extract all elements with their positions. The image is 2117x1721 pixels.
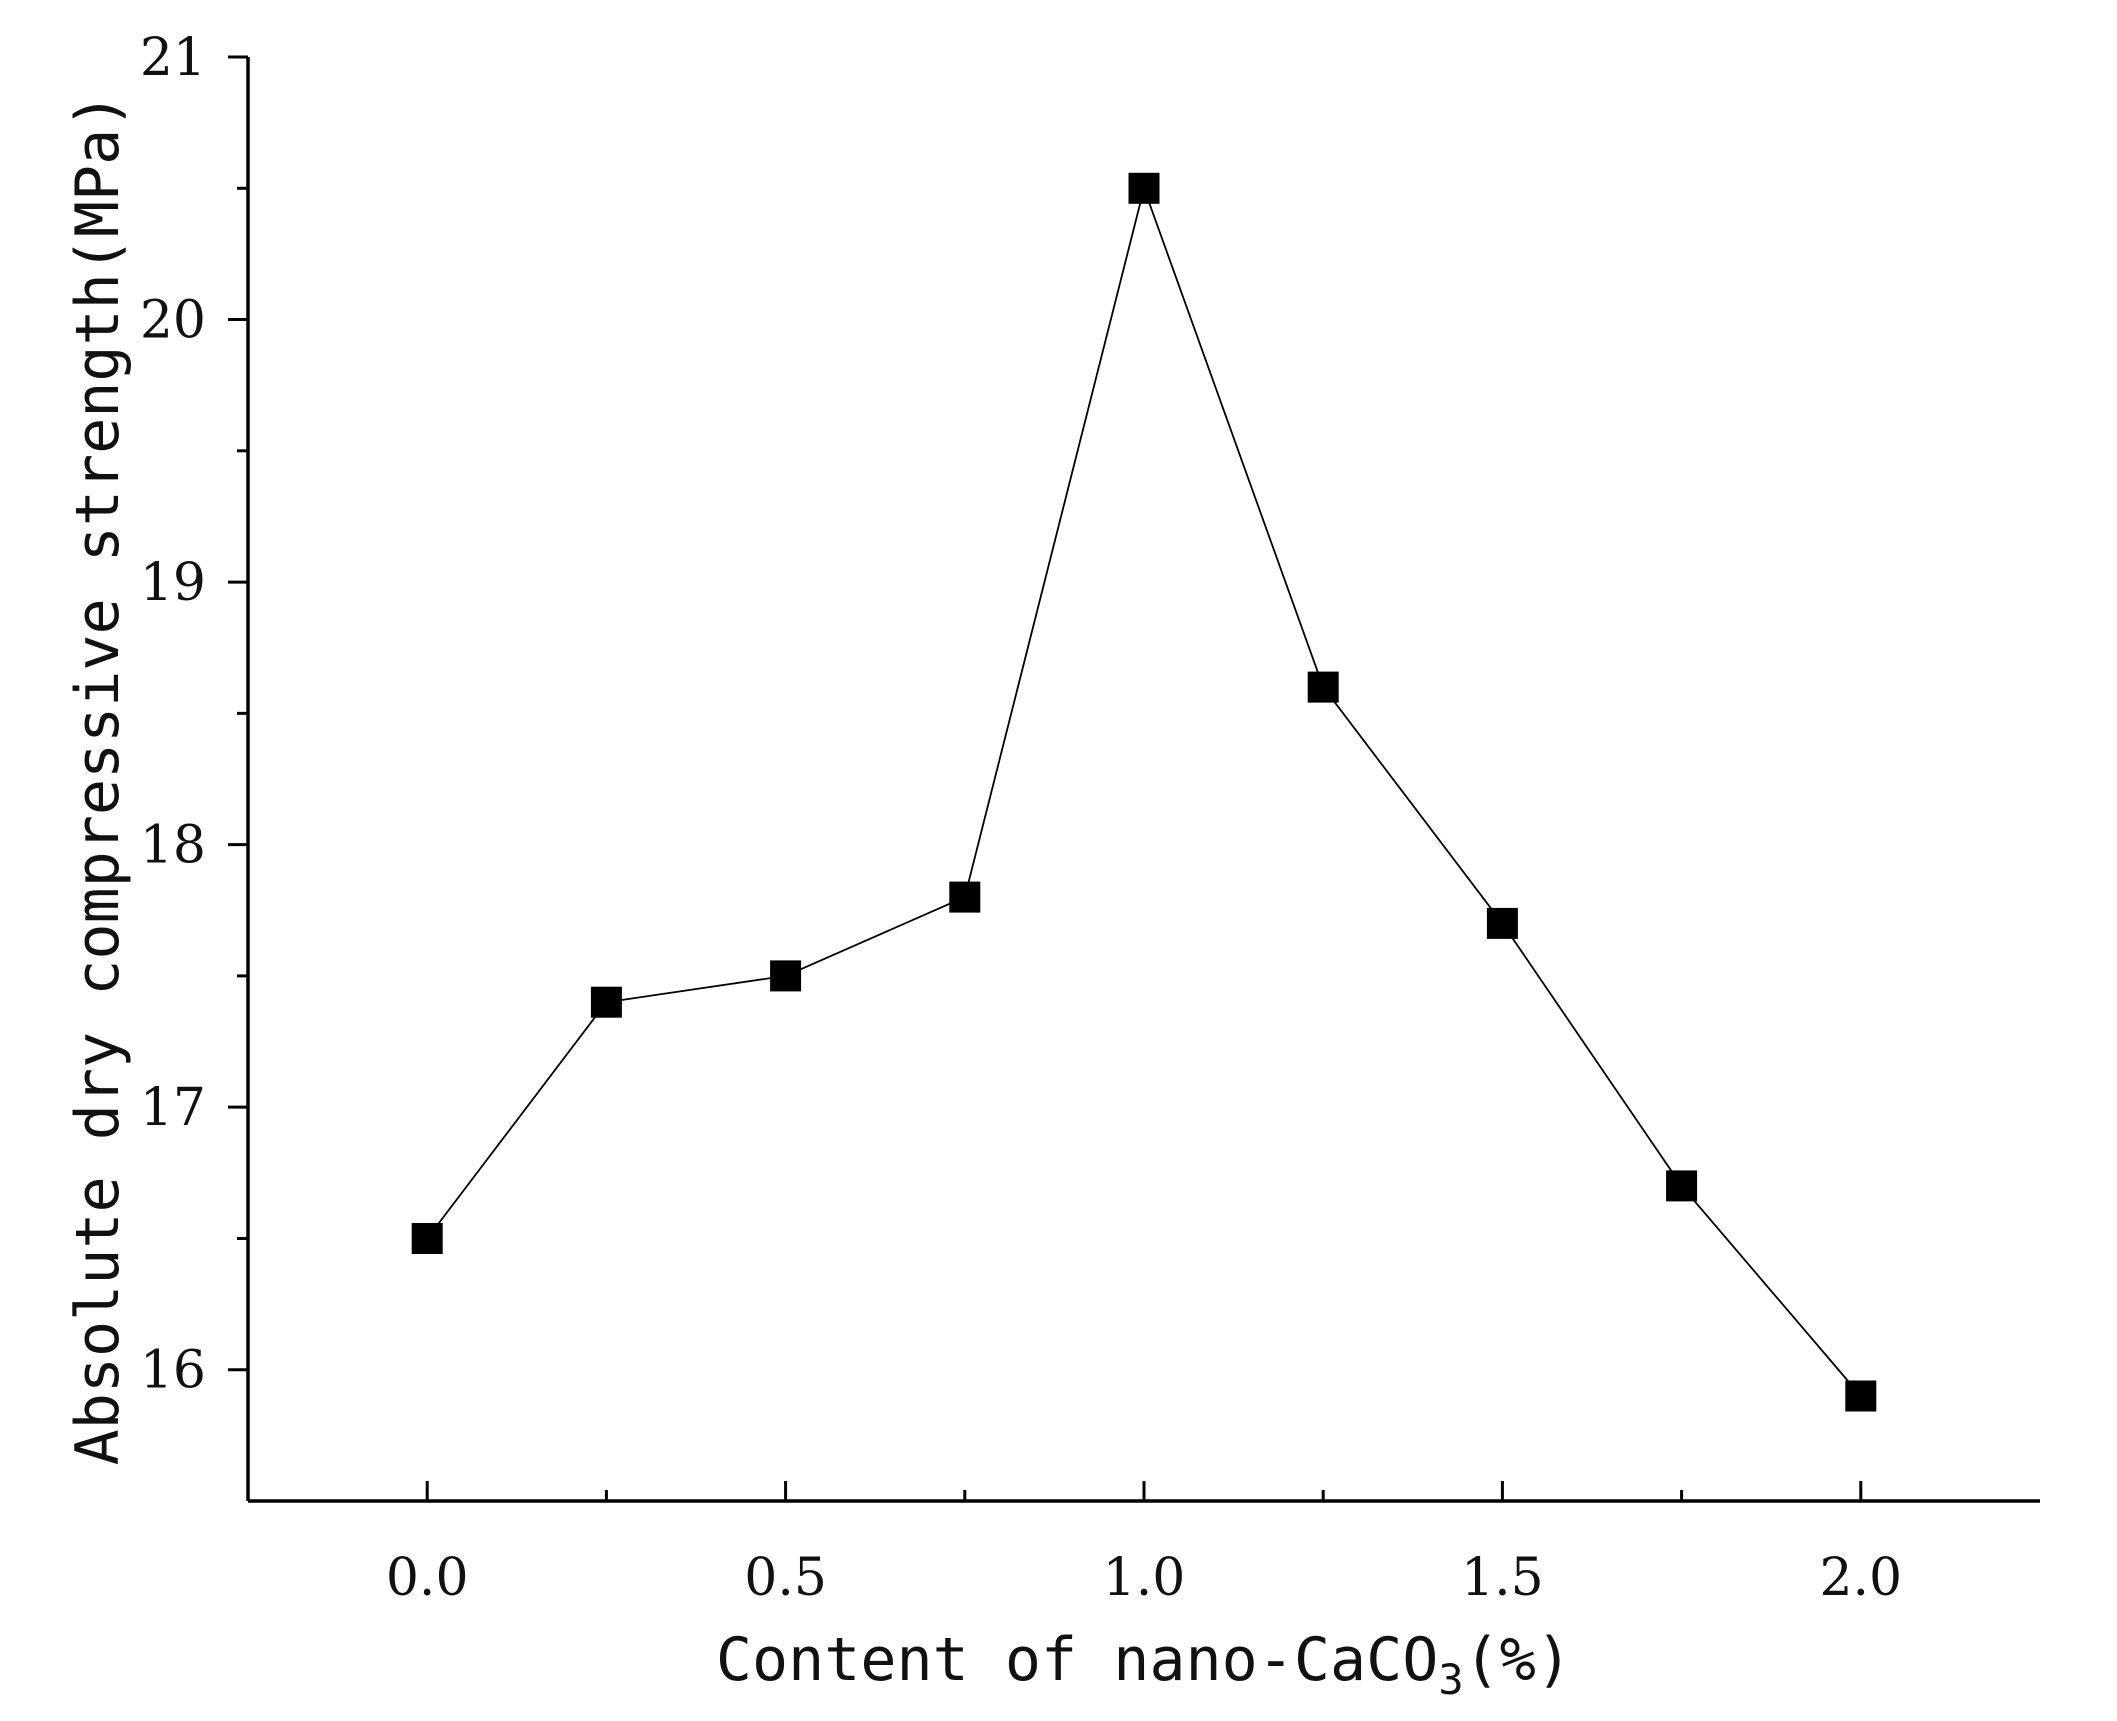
x-axis-title-subscript: 3 <box>1438 1655 1463 1704</box>
x-axis-title: Content of nano-CaCO3(%) <box>716 1625 1572 1704</box>
series <box>411 172 1877 1412</box>
y-tick-label-0: 16 <box>140 1341 206 1401</box>
y-tick-label-5: 21 <box>140 28 206 88</box>
x-axis-ticks: 0.0 0.5 1.0 1.5 2.0 <box>386 1481 1902 1608</box>
data-point-8 <box>1845 1380 1877 1412</box>
data-point-6 <box>1486 907 1518 939</box>
x-tick-label-2: 1.0 <box>1103 1548 1186 1608</box>
y-tick-label-2: 18 <box>140 816 206 876</box>
y-tick-label-4: 20 <box>140 291 206 351</box>
data-point-7 <box>1666 1170 1698 1202</box>
data-point-0 <box>411 1223 443 1254</box>
y-tick-label-1: 17 <box>140 1078 206 1138</box>
y-tick-label-3: 19 <box>140 553 206 613</box>
y-axis-title: Absolute dry compressive strength(MPa) <box>63 93 133 1466</box>
axes <box>246 57 2040 1503</box>
x-axis-title-unit: (%) <box>1464 1625 1572 1695</box>
x-axis-title-main: Content of nano-CaCO <box>716 1625 1438 1695</box>
y-axis-ticks: 16 17 18 19 20 21 <box>140 28 248 1401</box>
x-tick-label-0: 0.0 <box>386 1548 469 1608</box>
data-point-4 <box>1128 172 1160 204</box>
axis-titles: Content of nano-CaCO3(%) Absolute dry co… <box>63 93 1572 1704</box>
x-tick-label-1: 0.5 <box>744 1548 827 1608</box>
series-line-0 <box>426 185 1862 1397</box>
x-tick-label-3: 1.5 <box>1461 1548 1544 1608</box>
data-point-2 <box>770 960 802 992</box>
data-point-1 <box>590 986 622 1018</box>
data-point-5 <box>1307 671 1339 703</box>
data-point-3 <box>949 881 981 913</box>
x-tick-label-4: 2.0 <box>1819 1548 1902 1608</box>
